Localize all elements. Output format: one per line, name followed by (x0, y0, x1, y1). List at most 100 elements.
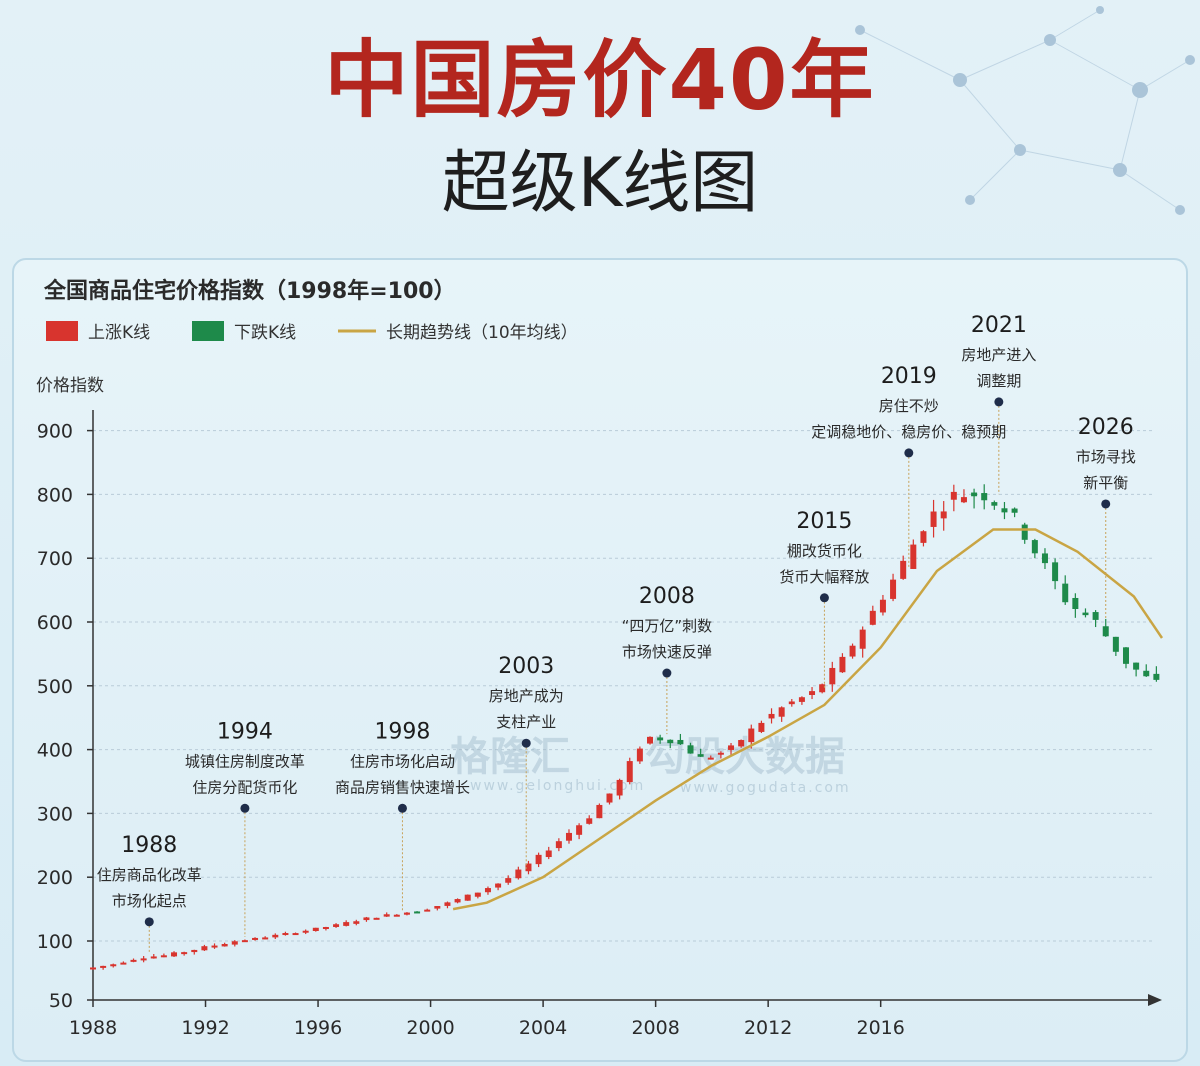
event-description: 商品房销售快速增长 (335, 778, 470, 796)
event-description: 市场寻找 (1076, 448, 1136, 466)
event-marker (1101, 499, 1111, 509)
chart-title: 全国商品住宅价格指数（1998年=100） (43, 278, 456, 304)
candle-up (454, 899, 461, 903)
event-marker (662, 668, 672, 678)
event-description: 住房市场化启动 (350, 752, 455, 770)
legend-down-swatch (192, 321, 224, 341)
y-tick-label: 900 (37, 421, 73, 443)
candle-up (363, 917, 370, 921)
y-tick-label: 700 (37, 548, 73, 570)
candle-down (1082, 612, 1089, 616)
trend-line (452, 528, 1164, 911)
candle-up (282, 933, 289, 936)
event-year: 1988 (121, 833, 177, 858)
x-axis-ticks: 1988 1992 1996 2000 2004 2008 2012 2016 (69, 1000, 905, 1039)
candle-up (920, 531, 927, 543)
candle-up (636, 748, 643, 762)
y-tick-label: 500 (37, 676, 73, 698)
candle-down (981, 493, 988, 501)
x-tick-label: 2000 (406, 1017, 454, 1039)
candle-up (464, 894, 471, 901)
y-tick-label: 200 (37, 867, 73, 889)
network-decoration (820, 0, 1200, 230)
candle-down (667, 739, 674, 744)
candle-up (565, 832, 572, 841)
candle-up (90, 967, 96, 970)
event-marker (819, 593, 829, 603)
candle-down (1122, 647, 1129, 664)
candle-up (910, 544, 917, 569)
candle-down (1001, 508, 1008, 513)
candle-up (586, 818, 593, 824)
event-year: 1998 (374, 719, 430, 744)
candle-up (434, 906, 441, 909)
candle-up (738, 740, 745, 747)
candle-up (241, 940, 248, 943)
x-axis-arrow (1148, 994, 1162, 1006)
event-description: 住房商品化改革 (97, 866, 202, 884)
watermark-left-brand: 格隆汇 (450, 734, 570, 780)
event-marker (144, 917, 154, 927)
legend-down-label: 下跌K线 (234, 323, 296, 343)
event-marker (521, 738, 531, 748)
event-marker (397, 803, 407, 813)
candle-up (849, 645, 856, 657)
event-description: 住房分配货币化 (192, 778, 297, 796)
event-description: 棚改货币化 (787, 542, 862, 560)
legend: 上涨K线 下跌K线 长期趋势线（10年均线） (46, 321, 578, 343)
y-tick-label: 100 (37, 931, 73, 953)
x-tick-label: 2008 (631, 1017, 679, 1039)
event-description: 货币大幅释放 (779, 568, 869, 586)
candle-up (383, 914, 390, 917)
candle-down (697, 754, 704, 757)
candle-up (606, 793, 613, 803)
candle-down (1143, 670, 1150, 677)
grid-lines (93, 430, 1152, 942)
event-description: 支柱产业 (496, 713, 556, 731)
watermark-left-url: www.gelonghui.com (470, 778, 645, 794)
candle-up (403, 912, 410, 915)
candle-down (1092, 612, 1099, 620)
candle-up (140, 958, 147, 961)
candle-up (201, 946, 208, 951)
candle-up (495, 883, 502, 888)
candle-up (758, 722, 765, 732)
legend-up-swatch (46, 321, 78, 341)
candle-up (181, 952, 188, 955)
candle-up (778, 707, 785, 717)
event-marker (240, 803, 250, 813)
candle-down (1062, 583, 1069, 603)
candle-down (414, 911, 421, 914)
candle-up (900, 560, 907, 579)
candle-up (545, 850, 552, 858)
candle-up (252, 937, 259, 940)
candle-up (353, 921, 360, 924)
candle-down (1133, 662, 1140, 670)
candle-up (474, 892, 481, 897)
candle-down (1102, 626, 1109, 637)
event-description: 房地产进入 (961, 346, 1036, 364)
candle-up (768, 713, 775, 719)
candle-up (940, 511, 947, 519)
event-marker (904, 448, 914, 458)
candle-down (971, 492, 978, 497)
event-description: “四万亿”刺数 (622, 617, 713, 635)
page-subtitle: 超级K线图 (441, 144, 759, 223)
candle-up (110, 964, 117, 967)
candle-up (211, 945, 218, 948)
candle-up (960, 497, 967, 503)
chart-panel (12, 258, 1188, 1062)
candle-up (596, 804, 603, 819)
x-tick-label: 1992 (181, 1017, 229, 1039)
candle-down (1112, 636, 1119, 652)
candle-up (839, 656, 846, 673)
candle-up (535, 854, 542, 865)
candle-up (333, 924, 340, 927)
x-tick-label: 1988 (69, 1017, 117, 1039)
candle-up (484, 888, 491, 893)
event-description: 调整期 (976, 372, 1021, 390)
candle-down (1031, 540, 1038, 554)
candle-up (707, 757, 714, 760)
